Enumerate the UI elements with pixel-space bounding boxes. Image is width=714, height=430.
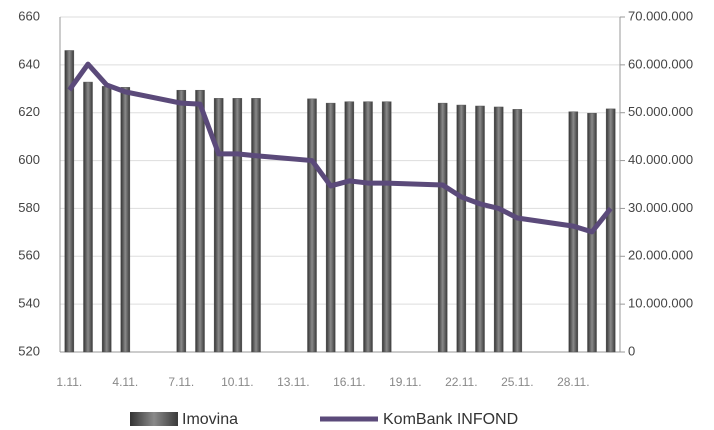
- x-tick-label: 22.11.: [445, 375, 477, 389]
- bar: [363, 101, 373, 353]
- bar: [213, 98, 224, 353]
- legend-swatch: [130, 412, 178, 426]
- bar: [475, 105, 485, 353]
- x-tick-label: 28.11.: [557, 375, 589, 389]
- bar: [176, 89, 187, 353]
- y-tick-label: 520: [18, 343, 40, 358]
- bar: [381, 101, 392, 353]
- y2-tick-label: 60.000.000: [628, 56, 693, 71]
- y-tick-label: 600: [18, 152, 40, 167]
- x-tick-label: 4.11.: [112, 375, 138, 389]
- bar: [251, 98, 261, 353]
- y2-tick-label: 30.000.000: [628, 200, 693, 215]
- y-tick-label: 660: [18, 8, 40, 23]
- y-tick-label: 540: [18, 296, 40, 311]
- bar: [64, 50, 75, 353]
- bar: [232, 98, 243, 353]
- bar: [344, 101, 355, 353]
- x-tick-label: 25.11.: [501, 375, 533, 389]
- y2-tick-label: 0: [628, 343, 635, 358]
- y2-tick-label: 20.000.000: [628, 248, 693, 263]
- y-tick-label: 620: [18, 104, 40, 119]
- bar: [605, 108, 616, 353]
- y2-tick-label: 70.000.000: [628, 8, 693, 23]
- y-tick-label: 580: [18, 200, 40, 215]
- bar: [437, 102, 448, 353]
- x-tick-label: 7.11.: [168, 375, 194, 389]
- y-tick-label: 640: [18, 56, 40, 71]
- bar: [512, 109, 523, 353]
- x-tick-label: 1.11.: [56, 375, 82, 389]
- bar: [83, 81, 93, 353]
- bar: [568, 111, 579, 353]
- bar: [493, 106, 504, 353]
- x-tick-label: 19.11.: [389, 375, 421, 389]
- bar: [325, 102, 336, 353]
- y2-tick-label: 40.000.000: [628, 152, 693, 167]
- y2-tick-label: 50.000.000: [628, 104, 693, 119]
- line: [67, 61, 613, 235]
- legend-label: Imovina: [182, 411, 238, 428]
- y2-tick-label: 10.000.000: [628, 296, 693, 311]
- bar: [456, 104, 467, 353]
- bar: [195, 89, 205, 353]
- legend-label: KomBank INFOND: [383, 411, 518, 428]
- x-tick-label: 13.11.: [277, 375, 309, 389]
- y-tick-label: 560: [18, 248, 40, 263]
- bar: [307, 98, 317, 353]
- bar: [120, 87, 131, 353]
- x-tick-label: 10.11.: [221, 375, 253, 389]
- bar: [101, 86, 112, 353]
- x-tick-label: 16.11.: [333, 375, 365, 389]
